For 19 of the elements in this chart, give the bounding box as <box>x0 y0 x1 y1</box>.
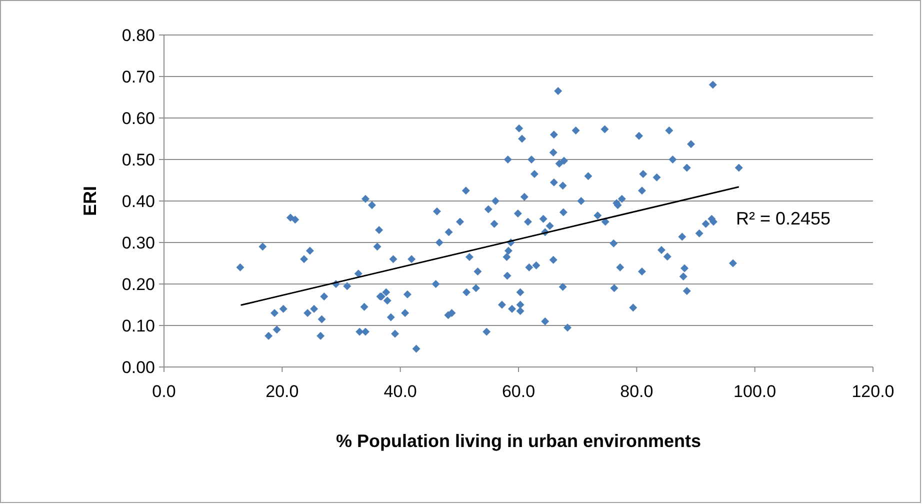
y-tick-label: 0.70 <box>122 67 155 86</box>
x-tick-label: 80.0 <box>620 382 654 401</box>
x-tick-label: 60.0 <box>502 382 536 401</box>
x-axis-title: % Population living in urban environments <box>336 431 702 451</box>
x-tick-label: 100.0 <box>734 382 776 401</box>
y-tick-label: 0.40 <box>122 192 155 211</box>
x-tick-label: 20.0 <box>266 382 299 401</box>
x-tick-label: 120.0 <box>852 382 894 401</box>
annotation: R² = 0.2455 <box>736 208 831 228</box>
y-tick-label: 0.60 <box>122 108 155 128</box>
y-tick-label: 0.10 <box>122 316 155 336</box>
y-tick-label: 0.50 <box>122 150 155 170</box>
x-tick-label: 40.0 <box>384 382 417 401</box>
y-tick-label: 0.80 <box>122 26 155 45</box>
y-axis-title: ERI <box>80 186 100 216</box>
y-tick-label: 0.00 <box>122 358 155 377</box>
y-tick-label: 0.20 <box>122 274 155 294</box>
x-tick-label: 0.0 <box>152 382 176 401</box>
y-tick-label: 0.30 <box>122 233 155 252</box>
